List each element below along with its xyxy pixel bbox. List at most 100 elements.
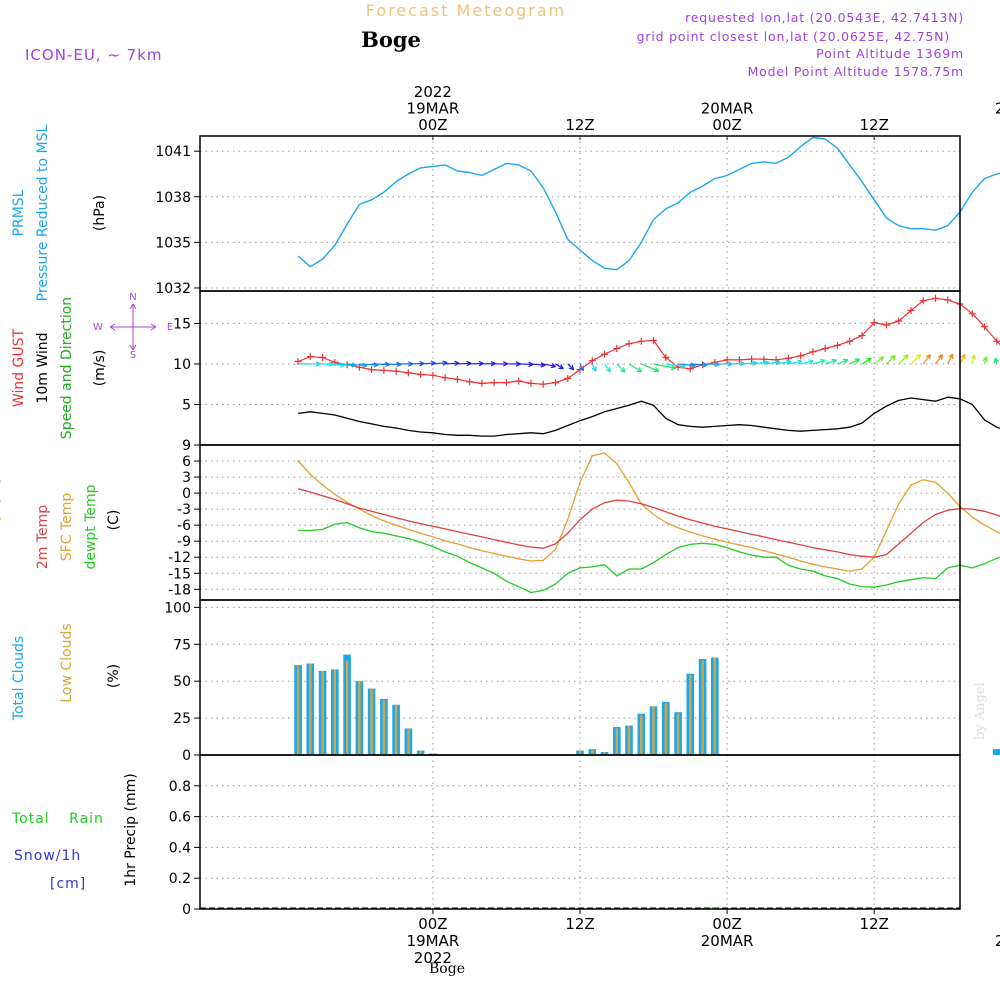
station-name: Boge xyxy=(361,27,421,52)
sfc-temp-marker xyxy=(787,556,790,559)
gust-marker xyxy=(441,374,449,382)
y-tick-label: 0.2 xyxy=(169,871,191,887)
sfc-temp-marker xyxy=(983,524,986,527)
y-tick-label: -3 xyxy=(177,502,191,518)
y-tick-label: 9 xyxy=(182,438,191,454)
top-axis-label: 12Z xyxy=(565,116,594,134)
low-cloud-bar xyxy=(370,688,373,755)
top-axis-label: 12Z xyxy=(860,116,889,134)
wind-direction-arrow xyxy=(628,363,643,373)
sfc-temp-marker xyxy=(812,563,814,566)
gridpoint-location: grid point closest lon,lat (20.0625E, 42… xyxy=(637,29,950,44)
wind-direction-arrow xyxy=(812,359,826,365)
panel-frame xyxy=(199,754,961,910)
wind-direction-arrow xyxy=(653,363,677,371)
compass-e: E xyxy=(167,322,173,333)
y-tick-label: 50 xyxy=(173,674,191,690)
y-tick-label: 5 xyxy=(182,397,191,413)
chart-title: Forecast Meteogram xyxy=(366,1,566,20)
y-tick-label: 1038 xyxy=(155,190,191,206)
gust-marker xyxy=(821,345,829,353)
y-tick-label: 6 xyxy=(182,454,191,470)
y-tick-label: 0 xyxy=(182,902,191,918)
sfc-temp-marker xyxy=(542,559,545,562)
dewpoint-line xyxy=(298,521,1000,594)
gust-marker xyxy=(551,379,559,387)
wind-direction-arrow xyxy=(861,357,872,365)
temperature-ylabels: 2m Temp SFC Temp dewpt Temp (C) xyxy=(35,484,122,569)
gust-marker xyxy=(564,375,572,383)
wind-direction-arrow xyxy=(873,356,885,365)
gust-marker xyxy=(613,345,621,353)
gust-marker xyxy=(907,306,915,314)
sfc-temp-marker xyxy=(370,514,373,517)
bottom-axis-label: 12Z xyxy=(860,915,889,933)
temp-2m-line xyxy=(297,488,1000,558)
gust-marker xyxy=(601,350,609,358)
low-cloud-bar xyxy=(407,728,410,755)
top-axis-label: 2022 xyxy=(414,83,452,101)
temp-label-2m: 2m Temp xyxy=(35,505,51,569)
precip-ylabels: Total Rain Snow/1h [cm] 1hr Precip (mm) xyxy=(11,773,139,892)
compass-w: W xyxy=(93,322,103,333)
y-tick-label: 1032 xyxy=(155,281,191,297)
gust-marker xyxy=(490,379,498,387)
wind-direction-arrow xyxy=(993,357,999,365)
gust-marker xyxy=(588,357,596,365)
compass-s: S xyxy=(130,350,136,361)
low-cloud-bar xyxy=(321,670,324,755)
gust-marker xyxy=(944,296,952,304)
gust-marker xyxy=(429,371,437,379)
wind-panel: 5 10 15 xyxy=(173,291,1000,446)
gust-marker xyxy=(650,336,658,344)
wind-direction-arrow xyxy=(776,359,792,365)
low-cloud-bar xyxy=(394,704,398,755)
gust-marker xyxy=(674,363,682,371)
gust-marker xyxy=(478,379,486,387)
gust-marker xyxy=(919,297,927,305)
wind-direction-arrow xyxy=(849,358,860,365)
bottom-axis-label: 2022 xyxy=(414,949,452,967)
wind-direction-arrow xyxy=(591,363,597,372)
sfc-temp-marker xyxy=(517,557,520,560)
low-cloud-bar xyxy=(676,713,680,755)
precipitation-panel: 0 0.2 0.4 0.6 0.8 xyxy=(169,754,961,918)
wind-direction-arrow xyxy=(579,363,584,372)
top-axis-label: 21MAR xyxy=(995,100,1000,118)
sfc-temp-marker xyxy=(444,539,447,542)
sfc-temp-marker xyxy=(321,484,324,486)
gust-marker xyxy=(833,341,841,349)
low-cloud-bar xyxy=(296,665,300,755)
wind-direction-arrow xyxy=(641,363,660,373)
y-tick-label: -15 xyxy=(168,566,191,582)
low-cloud-bar xyxy=(713,657,716,755)
y-tick-label: 0.8 xyxy=(169,779,191,795)
gust-marker xyxy=(858,332,866,340)
pressure-label-desc: Pressure Reduced to MSL xyxy=(35,124,51,301)
sfc-temp-marker xyxy=(395,524,398,527)
low-cloud-bar xyxy=(640,715,643,755)
wind-direction-arrow xyxy=(788,359,803,365)
y-tick-label: -18 xyxy=(168,582,191,598)
gust-marker xyxy=(392,367,400,375)
low-cloud-bar xyxy=(652,706,655,755)
y-tick-label: -6 xyxy=(177,518,191,534)
bottom-time-axis: 00Z19MAR202212Z00Z20MAR12Z00Z21MAR12Z xyxy=(407,909,1000,967)
gust-marker xyxy=(797,352,805,360)
top-axis-label: 19MAR xyxy=(407,100,460,118)
gust-marker xyxy=(466,378,474,386)
sfc-temp-marker xyxy=(346,501,348,504)
sfc-temp-marker xyxy=(713,538,716,540)
sfc-temp-marker xyxy=(861,568,863,570)
y-tick-label: 0.4 xyxy=(169,840,191,856)
wind-direction-arrow xyxy=(837,358,849,365)
wind-direction-arrow xyxy=(898,354,909,365)
wind-direction-arrow xyxy=(947,353,954,365)
wind-label-gust: Wind GUST xyxy=(11,328,27,407)
bottom-axis-label: 00Z xyxy=(712,915,741,933)
y-tick-label: 0 xyxy=(182,486,191,502)
gust-marker xyxy=(895,317,903,325)
pressure-panel: 1032 1035 1038 1041 xyxy=(155,135,1000,297)
bottom-axis-label: 12Z xyxy=(565,915,594,933)
